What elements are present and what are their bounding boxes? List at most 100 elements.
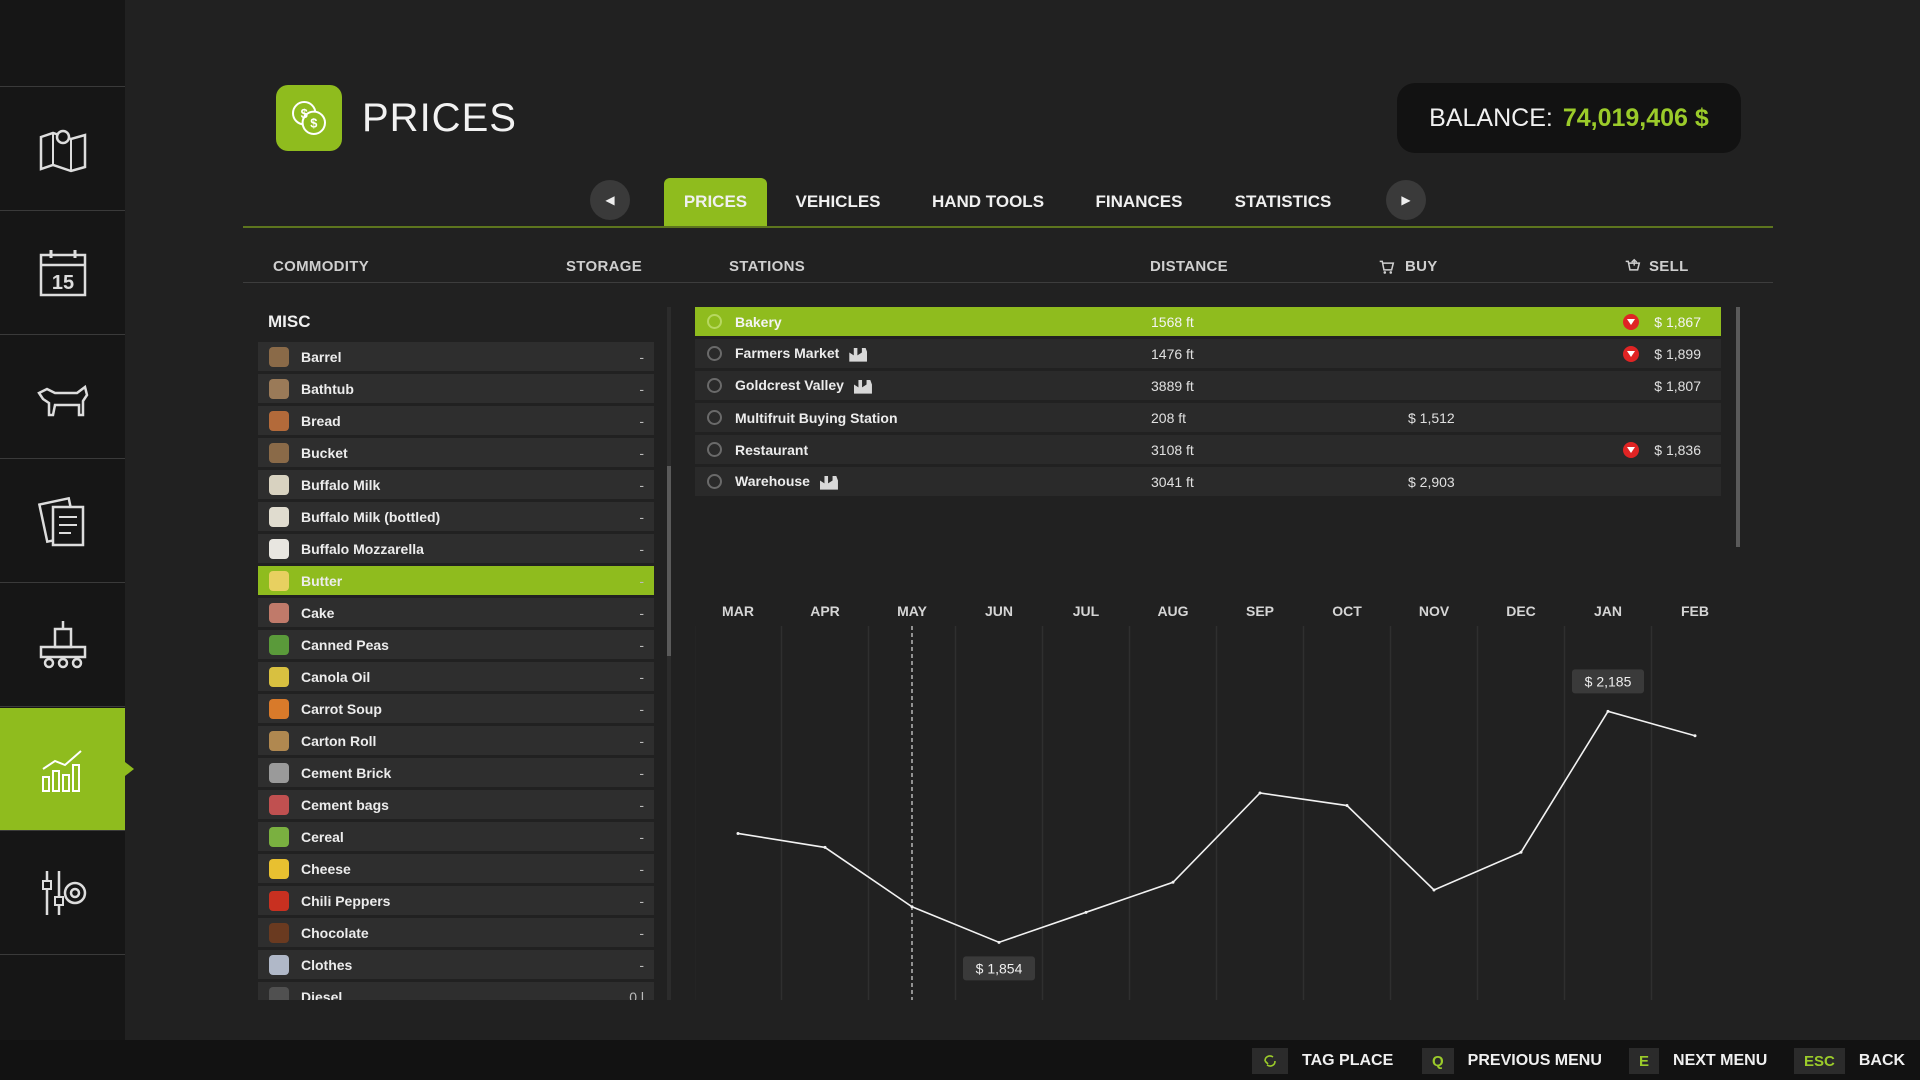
hint-tag-place[interactable]: TAG PLACE [1252,1048,1393,1074]
balance-display: BALANCE: 74,019,406 $ [1397,83,1741,153]
commodity-icon [269,730,289,751]
commodity-row[interactable]: Cereal - [258,822,654,851]
commodity-name: Chili Peppers [301,892,391,909]
commodity-icon [269,986,289,1000]
sidebar-divider [0,458,125,459]
tab-finances[interactable]: FINANCES [1095,192,1183,211]
page-title: PRICES [362,96,517,140]
production-point-icon [853,379,872,394]
commodity-row[interactable]: Chocolate - [258,918,654,947]
tab-next-button[interactable]: ▶ [1386,180,1426,220]
tag-radio-icon[interactable] [707,314,722,329]
chart-value-tag: $ 1,854 [963,956,1035,981]
commodity-row[interactable]: Carton Roll - [258,726,654,755]
price-point[interactable] [910,905,914,909]
tab-statistics[interactable]: STATISTICS [1234,192,1332,211]
commodity-name: Buffalo Milk [301,476,381,493]
commodity-row[interactable]: Butter - [258,566,654,595]
sidebar-item-calendar[interactable]: 15 [0,212,125,334]
chart-month-label: APR [810,603,840,619]
station-row[interactable]: Multifruit Buying Station 208 ft $ 1,512 [695,403,1721,432]
commodity-row[interactable]: Cake - [258,598,654,627]
stations-scrollbar[interactable] [1736,307,1740,547]
sidebar-item-settings[interactable] [0,832,125,954]
station-distance: 1568 ft [1151,313,1194,330]
commodity-storage: - [639,572,644,589]
column-sell[interactable]: SELL [1624,258,1689,275]
price-trend-down-icon [1623,313,1639,330]
commodity-name: Bread [301,412,341,429]
commodity-row[interactable]: Bathtub - [258,374,654,403]
commodity-row[interactable]: Bucket - [258,438,654,467]
hint-back[interactable]: ESC BACK [1794,1048,1905,1074]
commodity-row[interactable]: Barrel - [258,342,654,371]
commodity-storage: 0 l [629,988,644,1001]
commodity-row[interactable]: Carrot Soup - [258,694,654,723]
tag-radio-icon[interactable] [707,410,722,425]
sidebar-item-prices[interactable] [0,708,134,830]
svg-text:$: $ [310,116,317,131]
hint-label: TAG PLACE [1302,1052,1394,1069]
column-stations[interactable]: STATIONS [729,258,806,275]
commodity-row[interactable]: Canola Oil - [258,662,654,691]
price-point[interactable] [997,940,1001,944]
commodity-row[interactable]: Chili Peppers - [258,886,654,915]
price-point[interactable] [1693,734,1697,738]
commodity-row[interactable]: Cement bags - [258,790,654,819]
tag-radio-icon[interactable] [707,378,722,393]
commodity-row[interactable]: Cement Brick - [258,758,654,787]
column-distance[interactable]: DISTANCE [1150,258,1228,275]
hint-label: NEXT MENU [1673,1052,1768,1069]
tab-hand-tools[interactable]: HAND TOOLS [931,192,1045,211]
bottom-hint-bar [0,1040,1920,1080]
price-trend-down-icon [1623,345,1639,362]
commodity-name: Buffalo Mozzarella [301,540,424,557]
column-storage[interactable]: STORAGE [566,258,643,275]
tag-radio-icon[interactable] [707,346,722,361]
commodity-scrollbar-thumb[interactable] [667,466,671,656]
commodity-name: Canned Peas [301,636,389,653]
price-point[interactable] [736,831,740,835]
price-point[interactable] [1258,791,1262,795]
prices-page-icon: $ $ [276,85,342,151]
tag-radio-icon[interactable] [707,442,722,457]
commodity-row[interactable]: Buffalo Milk (bottled) - [258,502,654,531]
commodity-icon [269,890,289,911]
commodity-row[interactable]: Buffalo Mozzarella - [258,534,654,563]
commodity-storage: - [639,668,644,685]
sidebar-item-animals[interactable] [0,336,125,458]
tag-radio-icon[interactable] [707,474,722,489]
commodity-row[interactable]: Diesel 0 l [258,982,654,1000]
tab-prices[interactable]: PRICES [664,178,767,226]
hint-next-menu[interactable]: E NEXT MENU [1629,1048,1767,1074]
commodity-row[interactable]: Clothes - [258,950,654,979]
sidebar-item-production[interactable] [0,584,125,706]
price-point[interactable] [1345,804,1349,808]
tab-vehicles[interactable]: VEHICLES [795,192,881,211]
commodity-row[interactable]: Buffalo Milk - [258,470,654,499]
price-point[interactable] [1171,880,1175,884]
price-point[interactable] [823,845,827,849]
column-buy[interactable]: BUY [1378,258,1438,275]
tab-prev-button[interactable]: ◀ [590,180,630,220]
station-row[interactable]: Bakery 1568 ft $ 1,867 [695,307,1721,336]
station-row[interactable]: Warehouse 3041 ft $ 2,903 [695,467,1721,496]
price-point[interactable] [1519,850,1523,854]
station-row[interactable]: Restaurant 3108 ft $ 1,836 [695,435,1721,464]
station-name: Multifruit Buying Station [735,410,898,426]
station-row[interactable]: Goldcrest Valley 3889 ft $ 1,807 [695,371,1721,400]
sidebar-item-map[interactable] [0,88,125,210]
commodity-row[interactable]: Bread - [258,406,654,435]
station-name: Bakery [735,314,782,330]
price-point[interactable] [1432,888,1436,892]
tag-icon [1252,1048,1288,1074]
station-row[interactable]: Farmers Market 1476 ft $ 1,899 [695,339,1721,368]
station-sell-price: $ 1,899 [1654,345,1701,362]
hint-previous-menu[interactable]: Q PREVIOUS MENU [1422,1048,1602,1074]
commodity-row[interactable]: Canned Peas - [258,630,654,659]
column-commodity[interactable]: COMMODITY [273,258,370,275]
sidebar-item-contracts[interactable] [0,460,125,582]
price-point[interactable] [1084,910,1088,914]
price-point[interactable] [1606,709,1610,713]
commodity-row[interactable]: Cheese - [258,854,654,883]
